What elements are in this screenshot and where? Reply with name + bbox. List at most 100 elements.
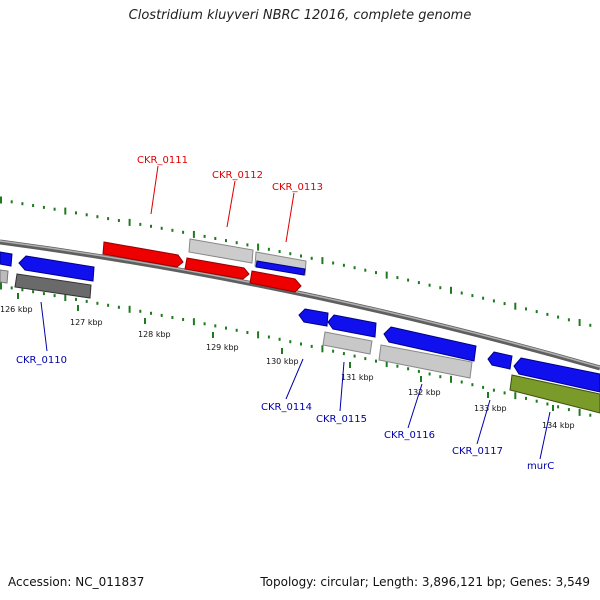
map-title: Clostridium kluyveri NBRC 12016, complet… — [128, 8, 472, 23]
feature-ckr-0115-blue[interactable] — [327, 314, 377, 338]
gc-dot-upper — [85, 213, 88, 217]
feature-ckr-0115[interactable] — [322, 331, 373, 355]
gc-dot-lower — [557, 405, 560, 409]
leader-ckr-0113 — [285, 192, 295, 243]
feature-ckr-0110[interactable] — [18, 255, 95, 282]
gc-dot-lower — [160, 313, 163, 317]
gc-dot-lower — [364, 357, 367, 361]
gc-dot-lower — [514, 392, 517, 400]
forward-features — [102, 238, 307, 293]
gc-dot-upper — [32, 204, 35, 207]
gc-dot-lower — [128, 305, 131, 313]
leader-ckr-0111 — [150, 165, 159, 215]
gc-dot-lower — [139, 309, 142, 313]
gc-dot-upper — [503, 302, 506, 306]
feature-ckr-0117[interactable] — [487, 351, 513, 370]
gc-dot-upper — [310, 256, 313, 260]
gc-dot-lower — [171, 316, 174, 319]
gc-dot-lower — [546, 402, 549, 406]
gc-dot-lower — [246, 331, 249, 334]
gc-dot-upper — [257, 243, 260, 251]
feature-ckr-0116[interactable] — [383, 326, 477, 362]
feature-red-3[interactable] — [249, 270, 302, 293]
gc-dot-upper — [246, 243, 249, 247]
gene-label-murc[interactable]: murC — [527, 461, 554, 472]
feature-murc-blue[interactable] — [513, 357, 600, 393]
gc-dot-lower — [439, 375, 442, 379]
gc-dot-lower — [96, 301, 99, 305]
gc-dot-lower — [300, 342, 302, 346]
gc-dot-lower — [32, 290, 35, 294]
gc-dot-upper — [589, 323, 592, 327]
gene-label-ckr-0111[interactable]: CKR_0111 — [137, 155, 188, 166]
gc-dot-upper — [375, 271, 377, 275]
leader-ckr-0112 — [226, 180, 236, 228]
feature-ckr-0112[interactable] — [188, 238, 254, 264]
feature-ckr-0111[interactable] — [102, 241, 184, 268]
gc-dot-lower — [10, 286, 13, 290]
gene-label-ckr-0114[interactable]: CKR_0114 — [261, 402, 312, 413]
gc-dot-upper — [482, 296, 485, 300]
gc-dot-upper — [128, 218, 131, 226]
gc-dot-upper — [150, 224, 152, 228]
gc-dot-upper — [214, 237, 217, 240]
feature-left-blue[interactable] — [0, 251, 13, 267]
gc-dot-lower — [589, 413, 592, 417]
tick-label: 134 kbp — [542, 421, 575, 430]
feature-murc[interactable] — [509, 374, 600, 414]
gc-dot-upper — [364, 268, 367, 272]
gene-label-ckr-0115[interactable]: CKR_0115 — [316, 414, 367, 425]
gc-dot-upper — [460, 291, 463, 295]
tick-label: 131 kbp — [341, 373, 374, 382]
gc-dot-lower — [578, 408, 581, 416]
gc-dot-lower — [428, 372, 431, 376]
leader-ckr-0110 — [40, 301, 48, 352]
gc-dot-upper — [300, 254, 302, 258]
gene-label-ckr-0117[interactable]: CKR_0117 — [452, 446, 503, 457]
gene-label-ckr-0116[interactable]: CKR_0116 — [384, 430, 435, 441]
gc-dot-upper — [417, 281, 420, 285]
gc-dot-upper — [567, 318, 570, 322]
gc-dot-upper — [396, 276, 399, 280]
gc-dot-upper — [321, 257, 324, 265]
gc-dot-lower — [214, 324, 217, 328]
gc-dot-upper — [139, 222, 142, 226]
leader-lines — [40, 165, 551, 460]
gc-dot-lower — [417, 369, 420, 373]
feature-left-gray[interactable] — [0, 269, 9, 284]
feature-ckr-0116-gray[interactable] — [378, 344, 473, 379]
gc-dot-lower — [257, 331, 260, 339]
gc-dot-lower — [225, 326, 227, 330]
scale-ticks: 126 kbp 127 kbp 128 kbp 129 kbp 130 kbp 131 k… — [0, 293, 575, 430]
gc-dot-lower — [332, 349, 335, 353]
gc-dot-lower — [85, 299, 88, 303]
gc-dot-lower — [396, 364, 399, 368]
gc-dot-lower — [310, 344, 313, 348]
gc-dot-upper — [225, 239, 227, 243]
gc-dot-upper — [353, 266, 356, 270]
gc-dot-lower — [535, 399, 538, 403]
gc-dot-upper — [192, 230, 195, 238]
gc-dot-upper — [385, 271, 388, 279]
gc-dot-lower — [492, 388, 495, 392]
leader-ckr-0115 — [339, 361, 345, 412]
gc-dot-upper — [182, 230, 185, 234]
gene-label-ckr-0112[interactable]: CKR_0112 — [212, 170, 263, 181]
feature-dark-gray[interactable] — [14, 273, 92, 299]
gc-dot-lower — [278, 337, 281, 341]
gc-dot-upper — [42, 205, 45, 209]
gene-labels: CKR_0111 CKR_0112 CKR_0113 CKR_0110 CKR_… — [16, 155, 554, 472]
gc-dot-lower — [150, 311, 152, 315]
gene-label-ckr-0113[interactable]: CKR_0113 — [272, 182, 323, 193]
gc-dot-upper — [53, 207, 56, 211]
feature-ckr-0114[interactable] — [298, 308, 329, 327]
gc-dot-lower — [525, 396, 527, 400]
gc-dot-upper — [471, 294, 474, 298]
tick-label: 133 kbp — [474, 404, 507, 413]
feature-blue-top[interactable] — [255, 260, 306, 276]
genome-stats-text: Topology: circular; Length: 3,896,121 bp… — [260, 575, 590, 589]
gene-label-ckr-0110[interactable]: CKR_0110 — [16, 355, 67, 366]
feature-red-2[interactable] — [184, 257, 250, 280]
gc-dot-lower — [375, 359, 377, 363]
